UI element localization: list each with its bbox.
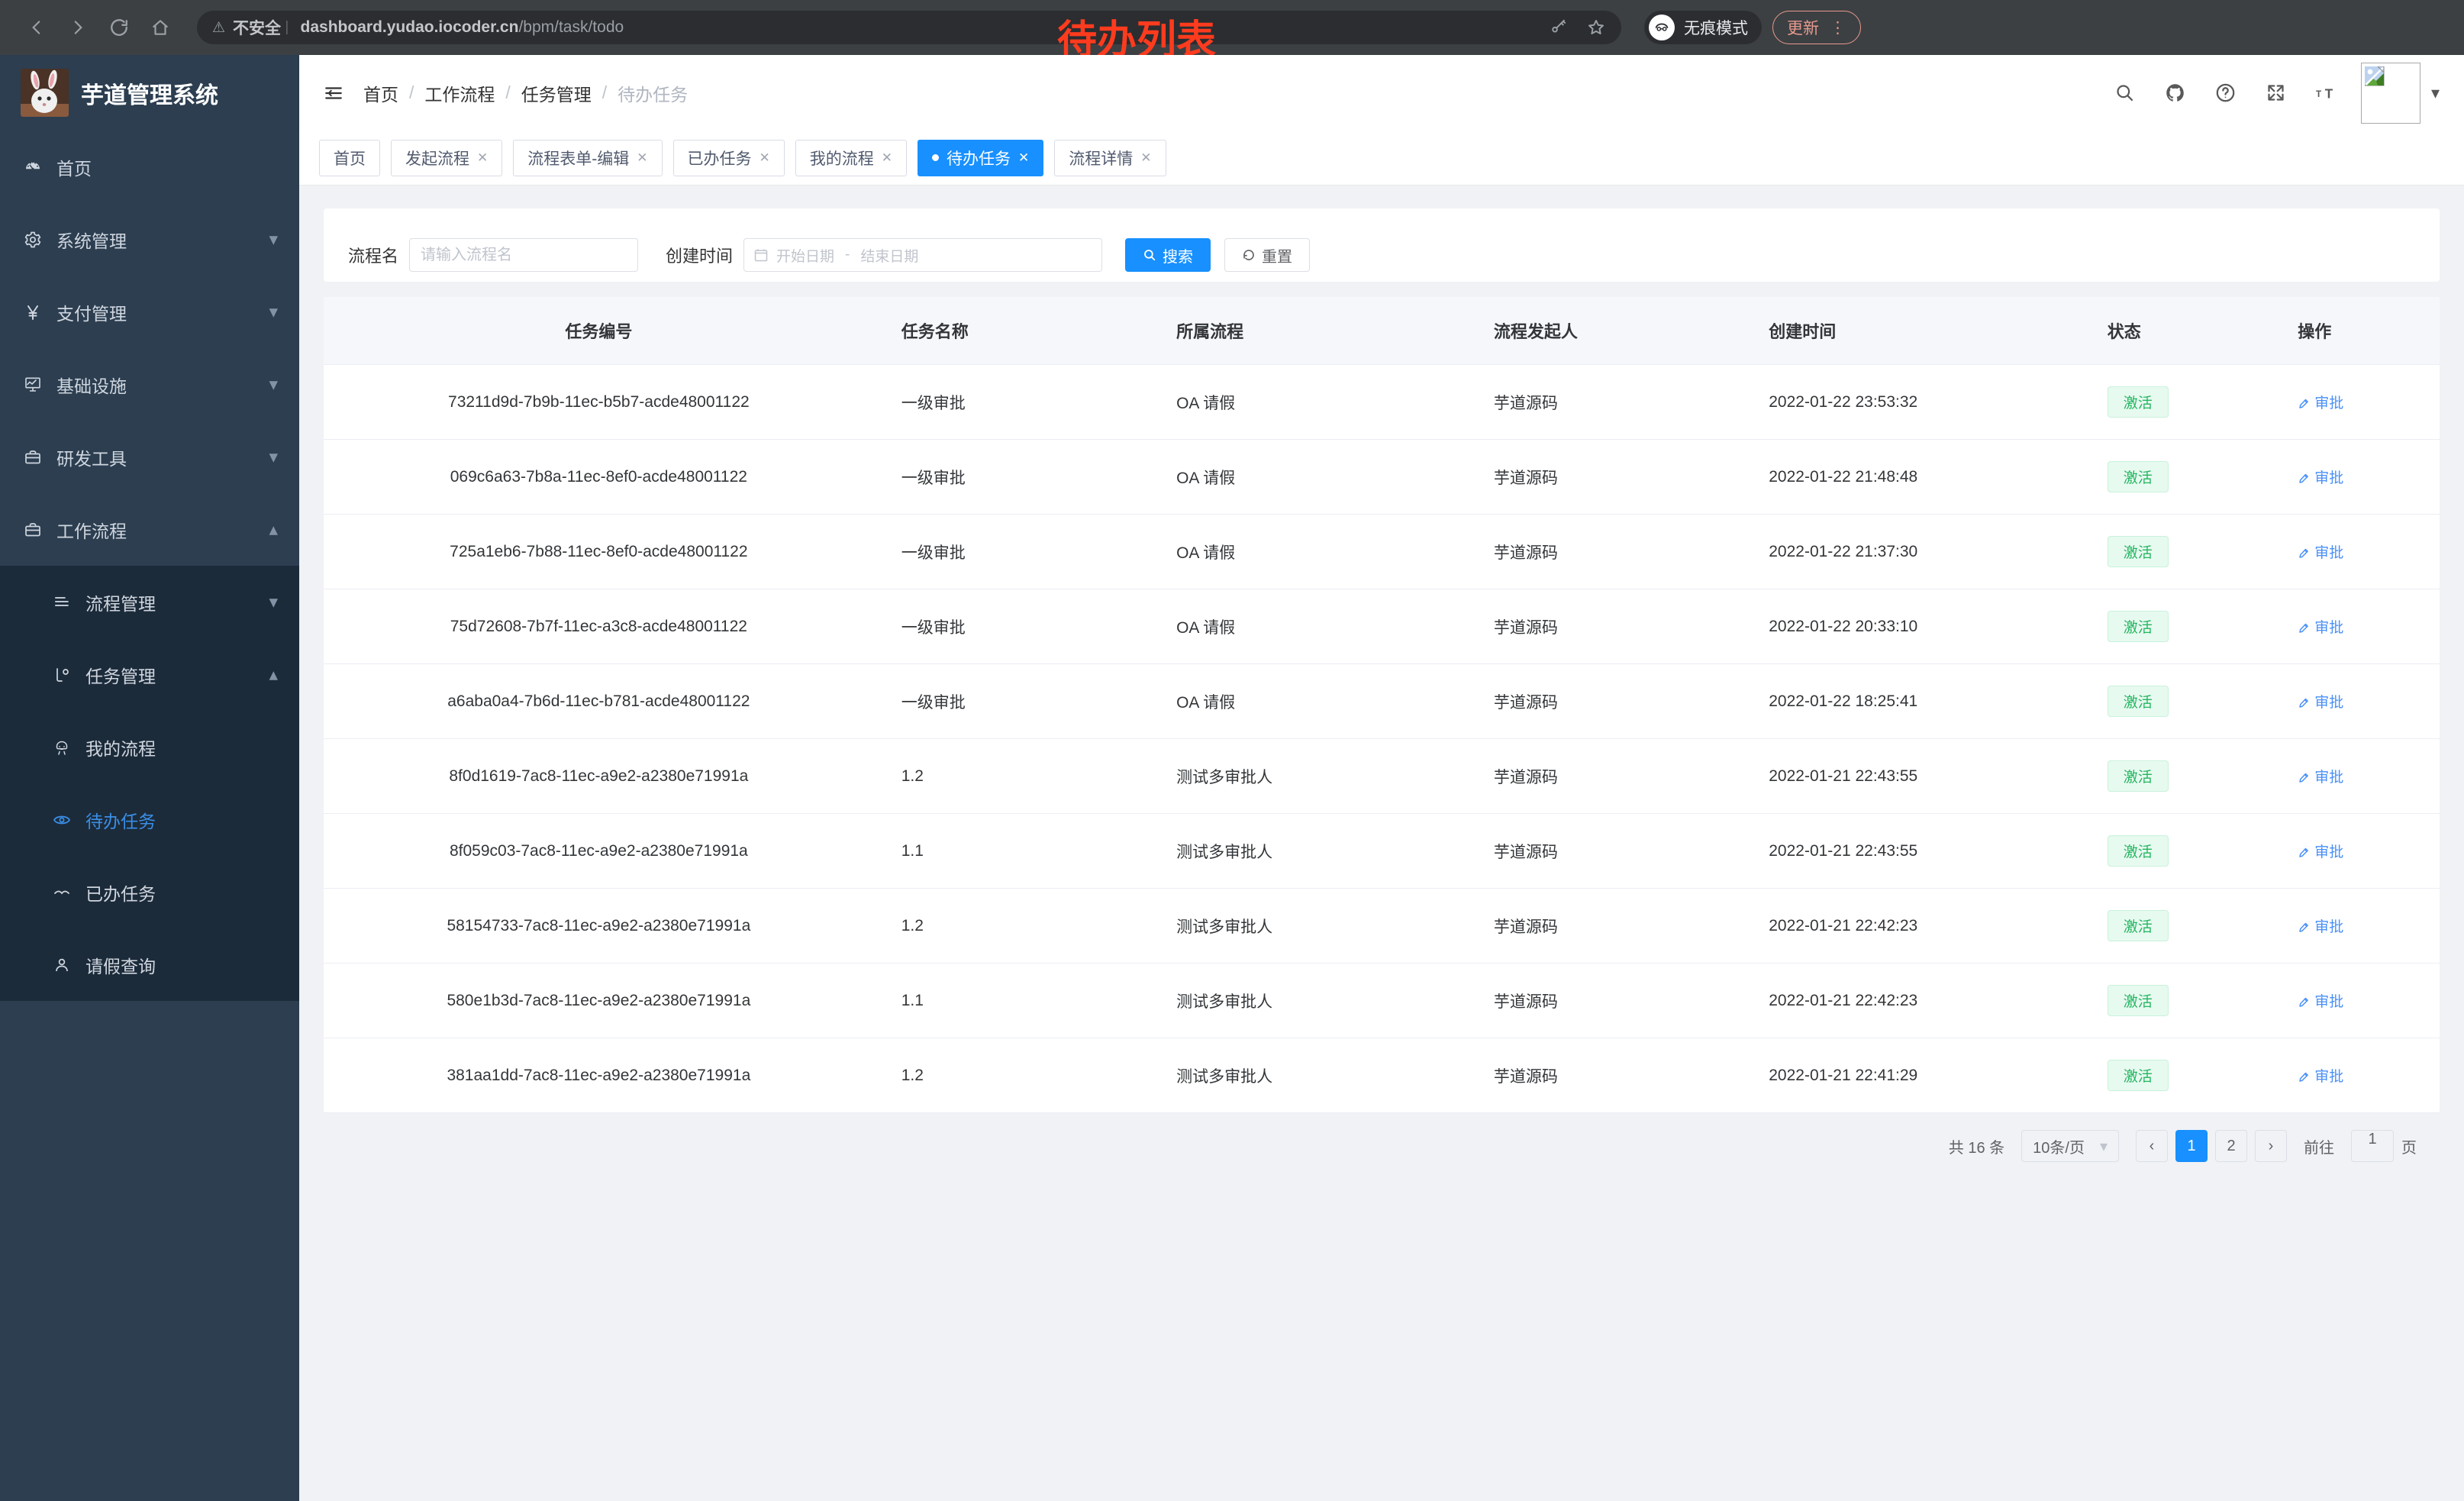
svg-text:T: T bbox=[2316, 89, 2322, 99]
svg-text:T: T bbox=[2325, 87, 2333, 102]
